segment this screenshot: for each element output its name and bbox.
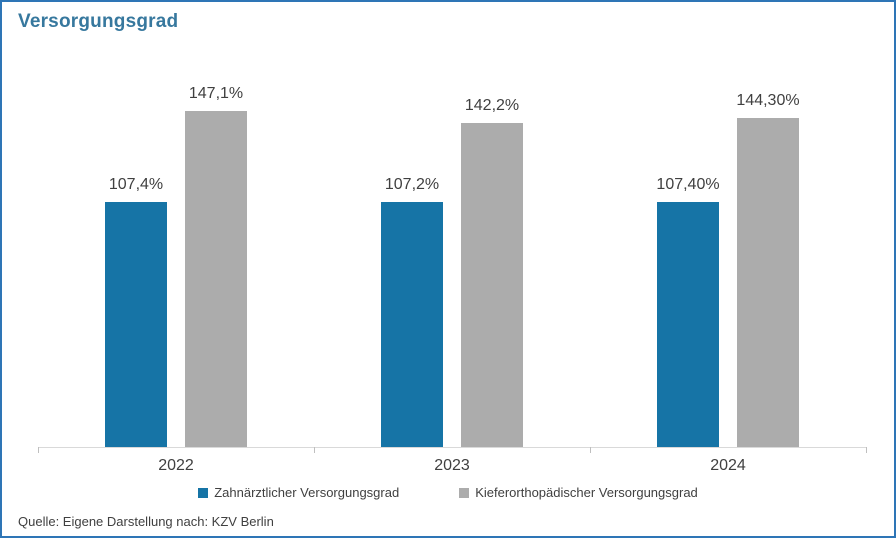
bar-value-label: 107,4%	[108, 176, 164, 193]
bar-gray-2024	[737, 118, 799, 447]
bar-value-label: 107,2%	[384, 176, 440, 193]
bar-value-label: 142,2%	[464, 97, 520, 114]
x-axis-line	[38, 447, 866, 448]
x-axis-tick	[38, 447, 39, 453]
bar-blue-2024	[657, 202, 719, 447]
bar-blue-2023	[381, 202, 443, 447]
x-axis-category-label: 2024	[710, 457, 746, 474]
legend-swatch-gray	[459, 487, 470, 498]
bar-value-label: 144,30%	[736, 92, 800, 109]
bar-value-label: 147,1%	[188, 85, 244, 102]
x-axis-tick	[590, 447, 591, 453]
legend: Zahnärztlicher Versorgungsgrad Kieferorth…	[2, 485, 894, 500]
bar-value-label: 107,40%	[656, 176, 720, 193]
legend-item: Zahnärztlicher Versorgungsgrad	[198, 485, 399, 500]
x-axis-category-label: 2022	[158, 457, 194, 474]
legend-swatch-blue	[198, 487, 209, 498]
legend-label: Kieferorthopädischer Versorgungsgrad	[475, 485, 698, 500]
source-note: Quelle: Eigene Darstellung nach: KZV Ber…	[18, 514, 274, 529]
x-axis-category-label: 2023	[434, 457, 470, 474]
legend-item: Kieferorthopädischer Versorgungsgrad	[459, 485, 698, 500]
legend-label: Zahnärztlicher Versorgungsgrad	[214, 485, 400, 500]
chart-title: Versorgungsgrad	[18, 11, 179, 32]
bar-gray-2022	[185, 111, 247, 447]
bar-gray-2023	[461, 123, 523, 447]
bar-blue-2022	[105, 202, 167, 447]
x-axis-tick	[314, 447, 315, 453]
x-axis-tick	[866, 447, 867, 453]
